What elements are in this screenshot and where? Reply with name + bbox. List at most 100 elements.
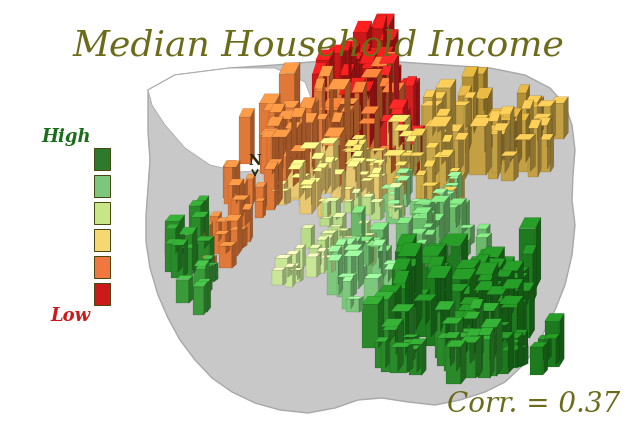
Bar [290, 125, 305, 157]
Polygon shape [508, 332, 514, 374]
Polygon shape [298, 99, 319, 107]
Polygon shape [412, 207, 433, 213]
Bar [378, 72, 395, 112]
Bar [300, 188, 311, 205]
Polygon shape [323, 157, 335, 162]
Bar [246, 179, 253, 205]
Bar [324, 238, 331, 255]
Polygon shape [401, 206, 404, 219]
Bar [383, 264, 395, 287]
Bar [321, 203, 328, 215]
Polygon shape [495, 281, 502, 342]
Polygon shape [435, 201, 440, 229]
Bar [422, 254, 440, 313]
Polygon shape [166, 224, 179, 229]
Polygon shape [479, 303, 499, 311]
Polygon shape [382, 148, 387, 165]
Polygon shape [381, 240, 386, 276]
Polygon shape [388, 78, 392, 133]
Bar [456, 337, 470, 363]
Polygon shape [364, 237, 383, 240]
Bar [436, 116, 447, 156]
Polygon shape [530, 134, 536, 172]
Polygon shape [211, 222, 212, 244]
Bar [501, 349, 521, 367]
Bar [442, 324, 458, 359]
Polygon shape [358, 118, 380, 124]
Bar [395, 165, 404, 188]
Bar [362, 197, 371, 215]
Polygon shape [261, 131, 276, 137]
Bar [317, 252, 324, 273]
Bar [276, 185, 284, 204]
Bar [488, 134, 504, 161]
Polygon shape [303, 244, 305, 268]
Bar [328, 227, 340, 236]
Polygon shape [451, 191, 456, 207]
Polygon shape [479, 258, 503, 267]
Polygon shape [378, 274, 383, 303]
Polygon shape [442, 120, 447, 165]
Polygon shape [509, 273, 528, 278]
Polygon shape [354, 98, 359, 136]
Polygon shape [551, 97, 568, 103]
Polygon shape [424, 199, 429, 215]
Bar [463, 276, 480, 312]
Polygon shape [395, 285, 401, 342]
Bar [460, 240, 468, 256]
Polygon shape [463, 312, 481, 319]
Polygon shape [513, 265, 520, 307]
Polygon shape [370, 81, 374, 148]
Polygon shape [477, 224, 490, 229]
Bar [513, 334, 524, 362]
Polygon shape [446, 116, 452, 182]
Polygon shape [361, 69, 383, 78]
Bar [439, 246, 460, 313]
Polygon shape [494, 303, 499, 356]
Polygon shape [384, 264, 401, 270]
Bar [416, 244, 425, 269]
Polygon shape [300, 185, 316, 188]
Bar [286, 254, 296, 276]
Bar [94, 256, 110, 278]
Polygon shape [450, 268, 477, 280]
Polygon shape [337, 102, 340, 156]
Bar [314, 89, 323, 148]
Polygon shape [272, 131, 276, 174]
Polygon shape [484, 67, 488, 111]
Polygon shape [355, 236, 358, 246]
Polygon shape [196, 196, 209, 201]
Polygon shape [481, 318, 502, 327]
Polygon shape [338, 41, 356, 49]
Polygon shape [416, 240, 428, 244]
Polygon shape [435, 182, 440, 206]
Polygon shape [340, 112, 343, 176]
Polygon shape [337, 238, 356, 244]
Polygon shape [439, 238, 451, 241]
Polygon shape [505, 267, 529, 273]
Polygon shape [290, 109, 295, 156]
Bar [414, 295, 426, 325]
Bar [394, 266, 415, 308]
Bar [318, 201, 328, 217]
Polygon shape [422, 339, 426, 376]
Polygon shape [275, 162, 278, 210]
Polygon shape [543, 342, 548, 375]
Bar [384, 270, 397, 302]
Polygon shape [319, 138, 339, 144]
Polygon shape [408, 339, 426, 344]
Bar [318, 163, 334, 190]
Polygon shape [368, 43, 371, 101]
Bar [271, 191, 286, 205]
Polygon shape [507, 257, 511, 300]
Polygon shape [397, 234, 417, 245]
Bar [271, 137, 286, 179]
Polygon shape [524, 330, 528, 362]
Bar [494, 271, 513, 307]
Polygon shape [499, 247, 505, 315]
Polygon shape [339, 98, 359, 104]
Polygon shape [399, 200, 403, 224]
Polygon shape [344, 149, 357, 152]
Bar [439, 241, 448, 257]
Bar [522, 109, 531, 157]
